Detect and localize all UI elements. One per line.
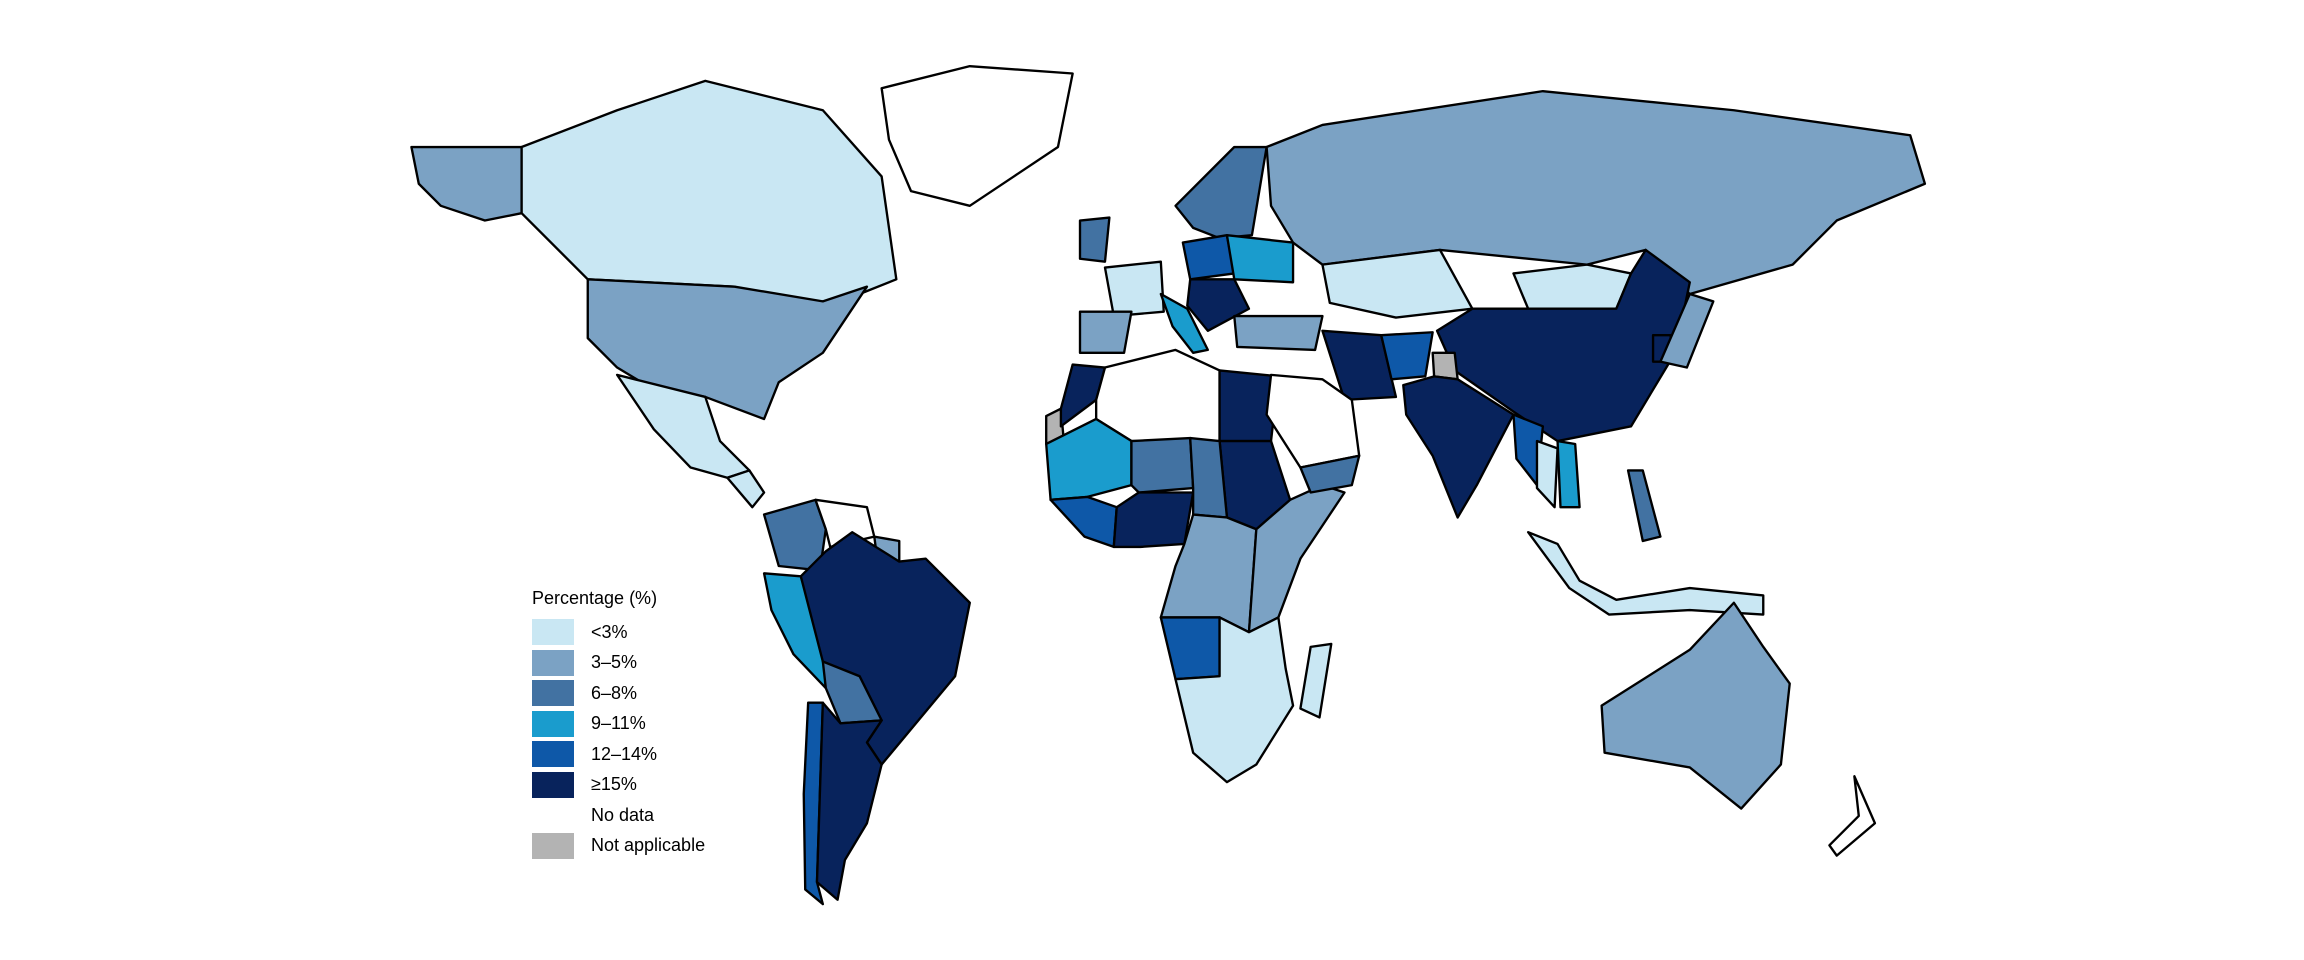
- region-italy: [1159, 292, 1210, 355]
- region-philippines: [1626, 469, 1662, 543]
- region-canada: [520, 79, 898, 318]
- legend-item: 3–5%: [532, 648, 705, 679]
- legend-item: Not applicable: [532, 831, 705, 862]
- region-usa: [586, 278, 869, 421]
- region-scandinavia: [1174, 145, 1268, 240]
- region-argentina: [815, 701, 883, 901]
- region-iran: [1321, 329, 1398, 402]
- region-west-africa-coast: [1049, 495, 1118, 549]
- region-chad: [1189, 436, 1229, 519]
- legend-label: 9–11%: [591, 713, 646, 734]
- legend-label: ≥15%: [591, 774, 637, 795]
- region-kashmir: [1431, 351, 1459, 381]
- region-poland: [1181, 234, 1236, 281]
- legend-label: No data: [591, 804, 655, 825]
- region-ukraine: [1225, 234, 1295, 284]
- legend-swatch: [532, 619, 574, 646]
- region-madagascar: [1299, 642, 1333, 719]
- region-morocco: [1059, 363, 1107, 428]
- legend-label: <3%: [591, 621, 628, 642]
- map-legend: Percentage (%) <3% 3–5% 6–8% 9–11% 12–14% ≥15…: [532, 588, 705, 861]
- region-colombia: [762, 498, 827, 572]
- region-indonesia: [1526, 531, 1765, 616]
- legend-item: 12–14%: [532, 739, 705, 770]
- region-greenland: [880, 64, 1074, 207]
- legend-label: 6–8%: [591, 682, 638, 703]
- region-mongolia: [1512, 263, 1633, 310]
- region-niger: [1130, 436, 1195, 494]
- region-angola: [1159, 616, 1221, 681]
- legend-item: ≥15%: [532, 770, 705, 801]
- legend-swatch: [532, 802, 574, 829]
- legend-swatch: [532, 710, 574, 737]
- legend-swatch: [532, 680, 574, 707]
- legend-swatch: [532, 741, 574, 768]
- region-southern-africa: [1174, 616, 1295, 784]
- legend-swatch: [532, 771, 574, 798]
- region-spain: [1078, 310, 1133, 355]
- region-kazakhstan: [1321, 248, 1474, 319]
- region-australia: [1600, 601, 1791, 810]
- legend-label: 3–5%: [591, 652, 638, 673]
- legend-item: 9–11%: [532, 709, 705, 740]
- legend-label: Not applicable: [591, 835, 706, 856]
- region-thailand: [1535, 439, 1559, 509]
- region-turkey: [1233, 314, 1324, 352]
- legend-swatch: [532, 649, 574, 676]
- legend-label: 12–14%: [591, 743, 658, 764]
- region-india: [1402, 375, 1515, 519]
- region-afghanistan: [1380, 331, 1434, 381]
- legend-title: Percentage (%): [532, 588, 658, 608]
- region-yemen: [1299, 454, 1361, 494]
- region-france: [1103, 260, 1165, 318]
- legend-item: 6–8%: [532, 678, 705, 709]
- region-nigeria: [1112, 491, 1195, 549]
- legend-swatch: [532, 832, 574, 859]
- region-new-zealand: [1828, 775, 1877, 857]
- region-russia: [1265, 89, 1927, 296]
- region-balkans: [1186, 278, 1251, 332]
- region-uk: [1078, 216, 1111, 263]
- region-central-america: [726, 469, 766, 509]
- region-vietnam: [1556, 439, 1581, 509]
- region-alaska: [410, 145, 523, 222]
- region-north-africa: [1094, 348, 1221, 443]
- legend-item: <3%: [532, 617, 705, 648]
- region-japan: [1659, 292, 1715, 369]
- legend-item: No data: [532, 800, 705, 831]
